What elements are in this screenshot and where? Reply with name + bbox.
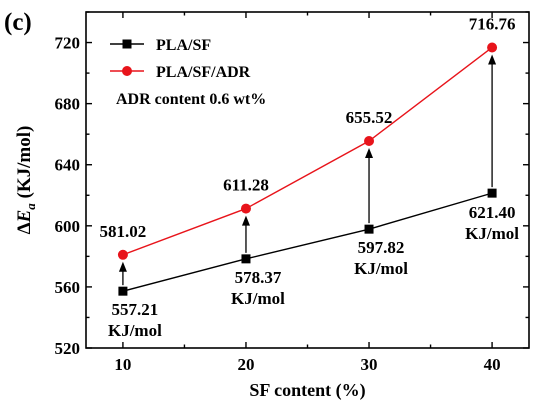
arrow-head bbox=[241, 215, 250, 226]
data-label-sf: 597.82 bbox=[358, 238, 405, 257]
series-markers bbox=[117, 42, 498, 296]
y-tick-label: 600 bbox=[55, 217, 81, 236]
data-point-square bbox=[118, 286, 128, 296]
x-axis-title: SF content (%) bbox=[249, 380, 365, 401]
arrow-head bbox=[488, 54, 497, 65]
data-label-sf: 578.37 bbox=[235, 268, 282, 287]
data-point-circle bbox=[117, 249, 128, 260]
x-tick-label: 30 bbox=[361, 355, 378, 374]
data-point-circle bbox=[240, 203, 251, 214]
data-label-adr: 581.02 bbox=[100, 222, 147, 241]
plot-frame bbox=[85, 11, 530, 349]
legend-marker-circle bbox=[122, 66, 132, 76]
data-point-circle bbox=[364, 136, 375, 147]
data-point-square bbox=[241, 254, 251, 264]
data-point-square bbox=[487, 188, 497, 198]
data-label-sf-unit: KJ/mol bbox=[108, 321, 162, 340]
data-label-adr: 611.28 bbox=[223, 176, 269, 195]
series-lines bbox=[122, 46, 493, 292]
data-label-sf: 557.21 bbox=[112, 300, 159, 319]
y-tick-label: 560 bbox=[55, 278, 81, 297]
data-label-sf: 621.40 bbox=[469, 203, 516, 222]
y-tick-label: 640 bbox=[55, 156, 81, 175]
data-label-adr: 716.76 bbox=[469, 14, 516, 33]
y-tick-label: 720 bbox=[55, 34, 81, 53]
panel-label: (c) bbox=[4, 9, 32, 36]
data-label-adr: 655.52 bbox=[346, 108, 393, 127]
axes: 520 560 600 640 680 720 10 20 30 40 SF content (%)… bbox=[14, 11, 530, 401]
legend-marker-square bbox=[122, 39, 132, 49]
x-tick-label: 20 bbox=[237, 355, 254, 374]
data-labels: 581.02 611.28 655.52 716.76 557.21 KJ/mol 578.… bbox=[100, 14, 520, 340]
series-line-2 bbox=[122, 46, 493, 256]
x-tick-label: 40 bbox=[484, 355, 501, 374]
y-tick-label: 520 bbox=[55, 339, 81, 358]
data-label-sf-unit: KJ/mol bbox=[354, 259, 408, 278]
data-point-square bbox=[364, 224, 374, 234]
x-tick-label: 10 bbox=[114, 355, 131, 374]
legend: PLA/SF PLA/SF/ADR ADR content 0.6 wt% bbox=[110, 37, 266, 108]
data-label-sf-unit: KJ/mol bbox=[465, 224, 519, 243]
legend-label-pla-sf: PLA/SF bbox=[156, 37, 211, 54]
y-axis-title: ΔEa (KJ/mol) bbox=[14, 126, 38, 235]
arrow-head bbox=[365, 148, 374, 159]
y-tick-label: 680 bbox=[55, 95, 81, 114]
series-line-1 bbox=[122, 192, 493, 292]
data-point-circle bbox=[487, 42, 498, 53]
annotation-adr-content: ADR content 0.6 wt% bbox=[116, 91, 266, 108]
data-label-sf-unit: KJ/mol bbox=[231, 289, 285, 308]
arrow-head bbox=[118, 261, 127, 272]
arrows bbox=[118, 54, 497, 286]
legend-label-pla-sf-adr: PLA/SF/ADR bbox=[156, 64, 251, 81]
